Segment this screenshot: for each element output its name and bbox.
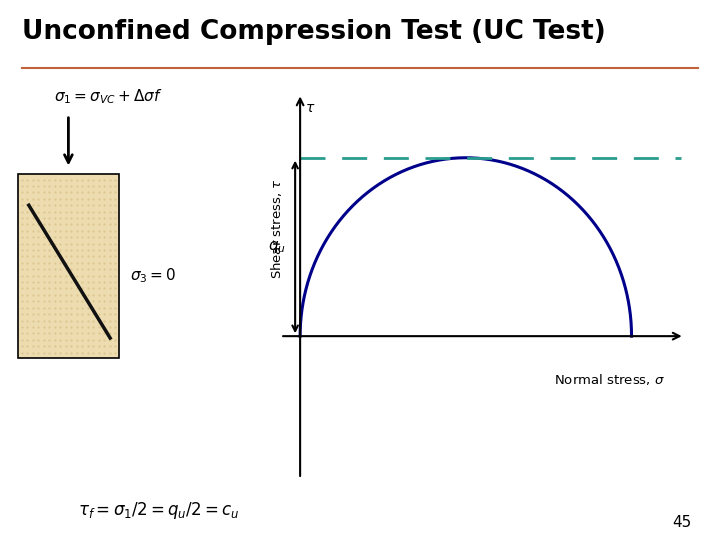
Text: $\tau$: $\tau$ [305, 100, 315, 114]
Text: $\tau_f = \sigma_1/2 = q_u/2 = c_u$: $\tau_f = \sigma_1/2 = q_u/2 = c_u$ [78, 500, 239, 521]
Text: Shear stress, $\tau$: Shear stress, $\tau$ [269, 179, 284, 280]
Text: $q_u$: $q_u$ [268, 239, 286, 255]
Bar [18, 174, 119, 358]
Text: $\sigma_1 = \sigma_{VC} + \Delta\sigma f$: $\sigma_1 = \sigma_{VC} + \Delta\sigma f… [54, 87, 163, 106]
Text: $\sigma_3 = 0$: $\sigma_3 = 0$ [130, 266, 176, 285]
Text: Normal stress, $\sigma$: Normal stress, $\sigma$ [554, 372, 665, 387]
Text: 45: 45 [672, 515, 691, 530]
Text: Unconfined Compression Test (UC Test): Unconfined Compression Test (UC Test) [22, 19, 606, 45]
